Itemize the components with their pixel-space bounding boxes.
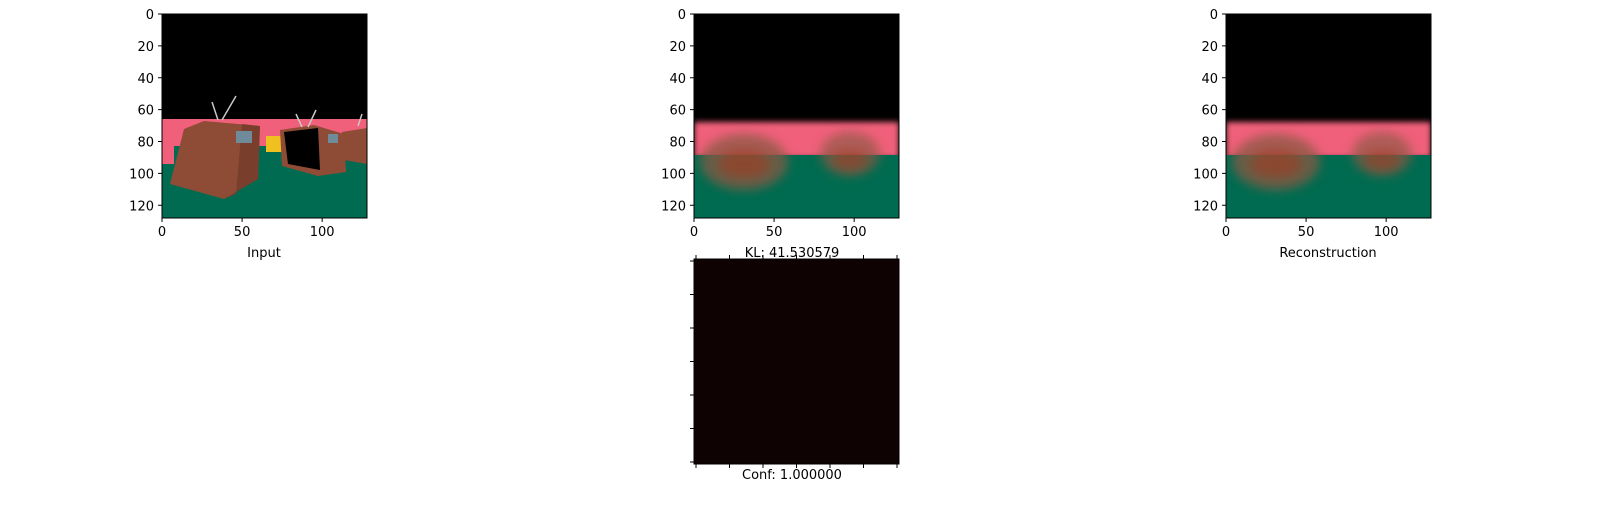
reconstruction-y-tick-label: 120 <box>1193 199 1218 214</box>
input-y-tick-label: 40 <box>137 72 154 87</box>
reconstruction-axes-frame <box>1225 13 1432 219</box>
input-y-tick-label: 0 <box>146 8 154 23</box>
input-y-tick-label: 100 <box>129 167 154 182</box>
input-y-tick-label: 20 <box>137 40 154 55</box>
input-image-panel <box>162 14 367 218</box>
right-box-object <box>342 128 367 164</box>
reconstruction-y-tick-label: 100 <box>1193 167 1218 182</box>
kl-x-tick-label: 0 <box>690 225 698 240</box>
reconstruction-y-tick-label: 80 <box>1201 136 1218 151</box>
kl-x-tick-label: 50 <box>766 225 783 240</box>
reconstruction-x-tick-label: 0 <box>1222 225 1230 240</box>
input-x-tick-label: 100 <box>310 225 335 240</box>
input-x-tick-label: 0 <box>158 225 166 240</box>
input-x-tick-label: 50 <box>234 225 251 240</box>
box-window <box>236 131 252 143</box>
reconstruction-x-tick-label: 50 <box>1298 225 1315 240</box>
confidence-heatmap <box>694 259 899 464</box>
kl-axes-frame <box>693 13 900 219</box>
kl-y-tick-label: 60 <box>669 104 686 119</box>
kl-y-tick-label: 120 <box>661 199 686 214</box>
yellow-object <box>266 136 284 152</box>
kl-y-tick-label: 20 <box>669 40 686 55</box>
reconstruction-x-tick-label: 100 <box>1374 225 1399 240</box>
kl-y-tick-label: 0 <box>678 8 686 23</box>
kl-xlabel: KL: 41.530579 <box>745 246 840 261</box>
reconstruction-xlabel: Reconstruction <box>1279 246 1376 261</box>
kl-image-panel <box>694 14 899 218</box>
kl-y-tick-label: 80 <box>669 136 686 151</box>
conf-xlabel: Conf: 1.000000 <box>742 468 842 483</box>
kl-y-tick-label: 100 <box>661 167 686 182</box>
input-y-tick-label: 80 <box>137 136 154 151</box>
reconstruction-y-tick-label: 0 <box>1210 8 1218 23</box>
reconstruction-y-tick-label: 60 <box>1201 104 1218 119</box>
kl-x-tick-label: 100 <box>842 225 867 240</box>
kl-y-tick-label: 40 <box>669 72 686 87</box>
reconstruction-y-tick-label: 40 <box>1201 72 1218 87</box>
reconstruction-y-tick-label: 20 <box>1201 40 1218 55</box>
input-axes-frame <box>161 13 368 219</box>
input-y-tick-label: 120 <box>129 199 154 214</box>
confidence-heatmap-panel <box>694 259 899 464</box>
input-xlabel: Input <box>247 246 281 261</box>
reconstruction-image-panel <box>1226 14 1431 218</box>
input-y-tick-label: 60 <box>137 104 154 119</box>
